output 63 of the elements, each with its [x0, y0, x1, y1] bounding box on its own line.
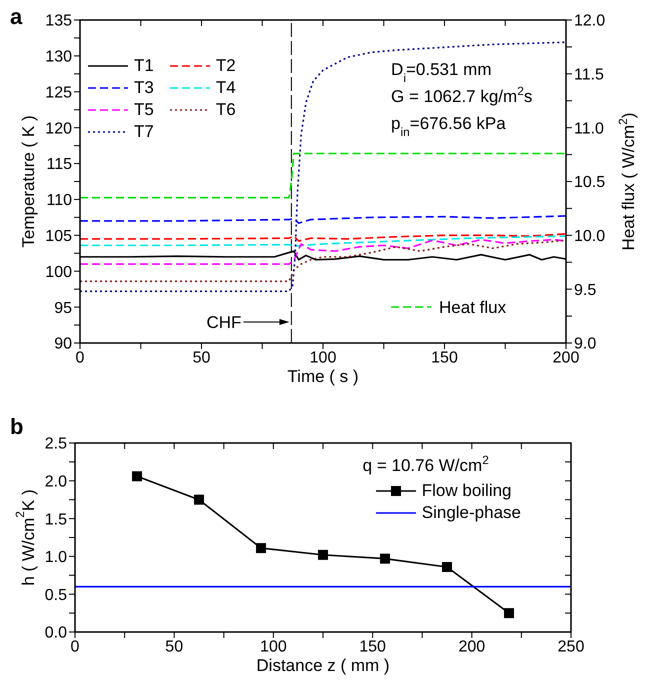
x-tick-label: 200 [458, 638, 486, 656]
x-axis-title: Distance z ( mm ) [256, 656, 390, 675]
ref-line-label: CHF [206, 313, 242, 332]
x-axis-title: Time ( s ) [287, 367, 359, 386]
y-tick-label: 125 [45, 84, 72, 102]
line-series [80, 233, 566, 242]
x-tick-label: 200 [552, 349, 580, 366]
line-series [80, 215, 566, 224]
x-tick-label: 150 [359, 638, 386, 656]
x-tick-label: 100 [310, 349, 336, 366]
y-tick-label: 105 [45, 228, 72, 246]
x-tick-label: 50 [192, 349, 210, 366]
legend-label: T3 [134, 78, 154, 98]
annotation: p$_{in}$=676.56 kPa [391, 114, 506, 139]
y-tick-label: 135 [45, 12, 72, 30]
x-tick-label: 50 [165, 638, 184, 656]
point [256, 543, 266, 554]
point [318, 550, 328, 560]
legend-label: T1 [134, 56, 154, 76]
y-tick-label: 120 [45, 120, 72, 138]
x-tick-label: 0 [76, 349, 85, 366]
y2-tick-label: 11.0 [574, 120, 604, 138]
y2-tick-label: 10.5 [574, 174, 606, 192]
y2-tick-label: 11.5 [574, 66, 604, 84]
y-tick-label: 1.0 [44, 549, 68, 566]
legend-label: Heat flux [439, 298, 507, 317]
annotation: q = 10.76 W/cm$^{2}$ [362, 453, 490, 475]
y-axis-title: Temperature ( K ) [19, 115, 38, 248]
legend-label: Flow boiling [422, 481, 512, 501]
y2-tick-label: 12.0 [574, 12, 606, 30]
point [504, 608, 514, 618]
point [194, 494, 204, 505]
legend-label: T7 [134, 122, 154, 142]
y-tick-label: 95 [54, 300, 72, 317]
x-tick-label: 0 [70, 638, 80, 656]
legend-label: Single-phase [422, 503, 521, 523]
y2-tick-label: 10.0 [574, 228, 606, 246]
y2-tick-label: 9.5 [574, 282, 596, 299]
y-tick-label: 1.5 [44, 511, 68, 528]
x-tick-label: 150 [431, 349, 458, 366]
y-tick-label: 2.0 [44, 473, 68, 490]
x-tick-label: 100 [260, 638, 287, 656]
y-tick-label: 0.5 [44, 586, 68, 604]
legend-label: T6 [216, 100, 236, 120]
y-tick-label: 110 [46, 192, 72, 210]
chart-title: b [10, 414, 24, 439]
line-series [80, 235, 566, 247]
point [442, 562, 452, 572]
y-tick-label: 100 [45, 264, 72, 281]
point [132, 471, 142, 482]
y-tick-label: 2.5 [44, 436, 68, 453]
y-tick-label: 115 [46, 156, 72, 174]
chart-title: a [10, 4, 23, 29]
annotation: D$_{i}$=0.531 mm [391, 60, 492, 85]
point [380, 554, 390, 564]
legend-label: T5 [134, 100, 154, 120]
legend-label: T4 [216, 78, 236, 98]
y-tick-label: 130 [45, 48, 72, 66]
annotation: G = 1062.7 kg/m$^{2}$s [391, 84, 532, 106]
x-tick-label: 250 [558, 638, 584, 656]
y-tick-label: 90 [54, 336, 72, 353]
legend-label: T2 [216, 56, 236, 76]
y-tick-label: 0.0 [44, 624, 68, 642]
